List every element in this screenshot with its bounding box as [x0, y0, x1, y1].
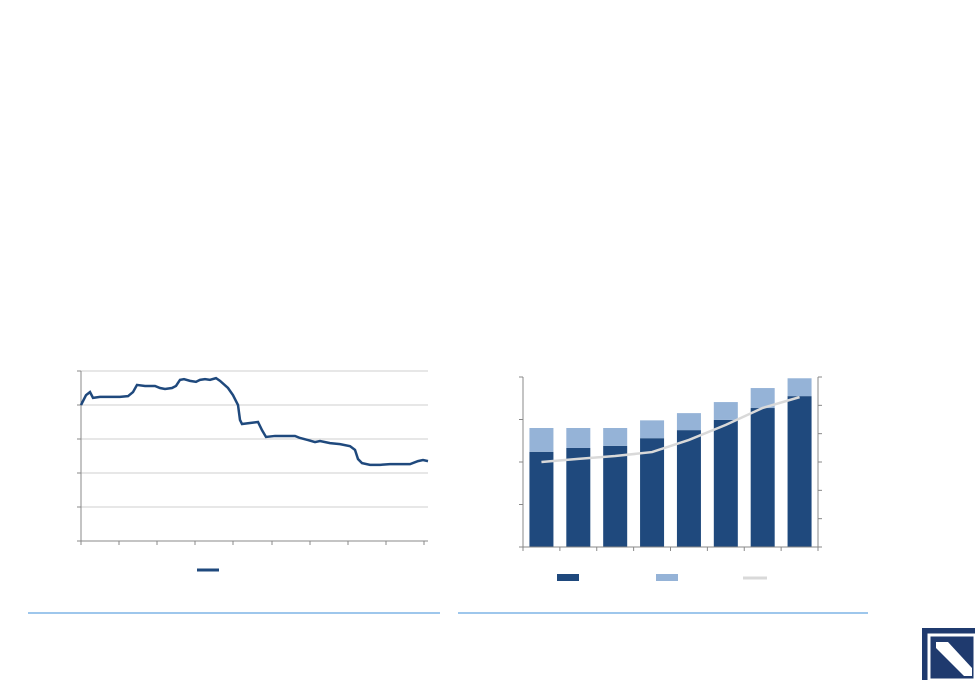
bar-segment	[566, 428, 591, 448]
bar-segment	[713, 402, 738, 420]
logo	[922, 628, 975, 680]
bar-segment	[640, 420, 665, 439]
line-series	[541, 395, 800, 464]
bar-segment	[529, 428, 554, 452]
legend-swatch	[656, 574, 678, 581]
bar-segment	[713, 419, 738, 547]
bar-segment	[676, 430, 701, 547]
bar-segment	[750, 408, 775, 547]
line-series	[79, 376, 429, 467]
bar-segment	[640, 438, 665, 547]
bar-segment	[750, 388, 775, 409]
bar-segment	[603, 445, 628, 547]
bar-segment	[676, 413, 701, 431]
bar-segment	[603, 428, 628, 446]
bar-segment	[529, 451, 554, 547]
legend-swatch	[557, 574, 579, 581]
bar-segment	[566, 447, 591, 547]
bar-segment	[787, 396, 812, 547]
bar-segment	[787, 378, 812, 397]
